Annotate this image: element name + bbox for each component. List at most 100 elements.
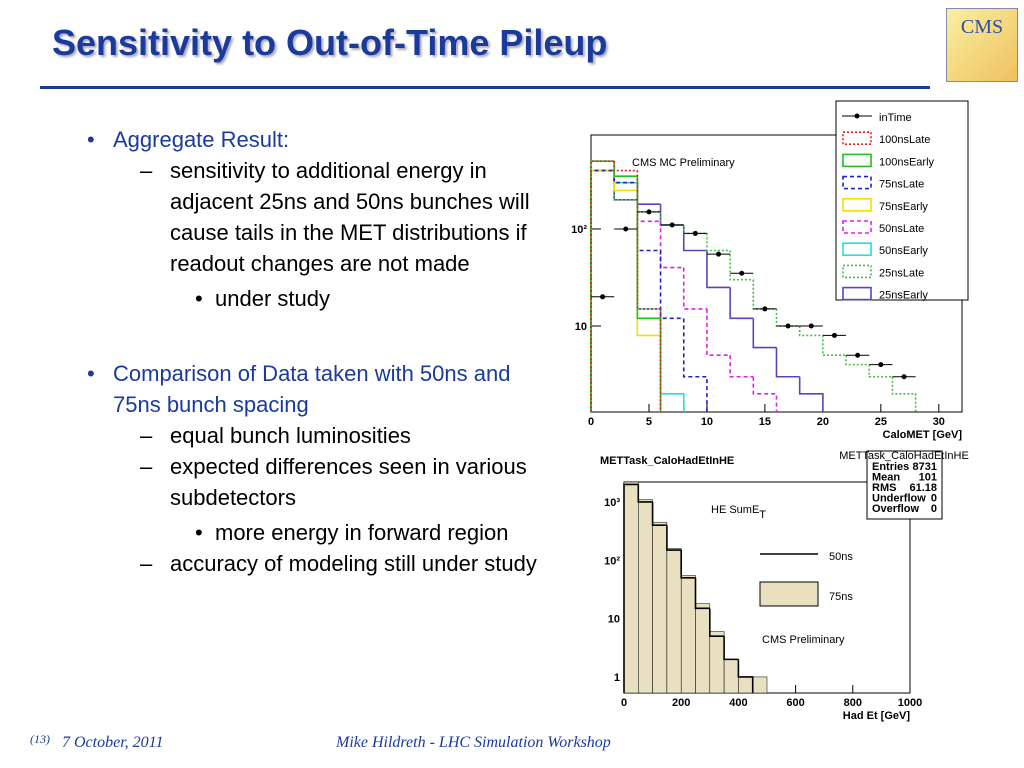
y-tick-label: 10 [608,614,620,626]
chart-title: METTask_CaloHadEtInHE [600,455,734,467]
bin [590,160,615,412]
x-tick-label: 0 [621,697,627,709]
legend-swatch [842,220,872,234]
stats-key: Mean [872,472,900,484]
x-tick-label: 15 [759,416,771,428]
title: Sensitivity to Out-of-Time Pileup [52,22,608,63]
bin [709,608,725,637]
legend-swatch [759,581,819,607]
y-tick-label: 1 [614,672,620,684]
bin [682,318,708,412]
legend-label: 50nsLate [879,223,924,235]
bullet: expected differences seen in various sub… [85,451,560,513]
bar [709,631,725,694]
bin [723,636,739,661]
y-tick-label: 10² [571,224,587,236]
stats-key: Underflow [872,493,926,505]
bar [652,521,668,694]
x-tick-label: 25 [875,416,887,428]
legend-label: 50nsEarly [879,245,928,257]
annotation: CMS MC Preliminary [632,157,735,169]
stats-key: Overflow [872,503,920,515]
legend-swatch [842,198,872,212]
x-tick-label: 400 [729,697,747,709]
legend-label: 100nsLate [879,134,930,146]
bullet: equal bunch luminosities [85,420,560,451]
x-tick-label: 10 [701,416,713,428]
bin [623,483,639,693]
bar [738,676,753,694]
legend-label: inTime [879,112,912,124]
bin [694,577,710,610]
legend-swatch [842,175,872,190]
x-tick-label: 30 [933,416,945,428]
bin [798,376,824,412]
logo: CMS [946,8,1018,82]
legend-label: 25nsLate [879,267,924,279]
legend-swatch [842,131,872,145]
bar [723,659,739,694]
legend-swatch [842,153,872,168]
legend-swatch [854,113,860,119]
stats-key: Entries [872,461,909,473]
bar [680,575,696,694]
bin [659,250,684,320]
page-number: (13) [30,732,50,746]
bullet: accuracy of modeling still under study [85,548,560,579]
y-tick-label: 10 [575,321,587,333]
bar [695,603,711,694]
bin [775,347,800,378]
legend-label: 75ns [829,591,853,603]
bin [706,233,731,252]
bin [729,250,754,281]
bar [752,676,768,694]
stats-value: 8731 [913,461,937,473]
stats-value: 0 [931,503,937,515]
legend-swatch [842,242,872,256]
x-tick-label: 20 [817,416,829,428]
legend-label: 50ns [829,551,853,563]
stats-box [866,450,943,520]
stats-value: 0 [931,493,937,505]
bin [666,525,682,551]
event: Mike Hildreth - LHC Simulation Workshop [336,734,611,751]
bin [729,287,754,320]
legend-label: 25nsEarly [879,290,928,302]
bar [666,548,682,694]
bin [659,221,684,269]
bin [868,364,893,378]
x-axis-label: Had Et [GeV] [843,710,911,722]
bin [613,161,638,172]
bin [651,501,667,526]
annotation-text: HE SumE [711,504,759,516]
stats-value: 61.18 [909,482,937,494]
annotation: HE SumET [711,504,766,521]
bin [891,376,917,412]
x-tick-label: 200 [672,697,690,709]
bin [636,170,662,412]
bin [737,659,754,693]
bullet: sensitivity to additional energy in adja… [85,155,560,279]
bin [798,326,823,337]
annotation-subscript: T [759,509,766,521]
bin [752,376,778,412]
x-tick-label: 600 [786,697,804,709]
legend-label: 100nsEarly [879,156,935,168]
legend-box [835,100,969,301]
title-rule [40,86,930,89]
bullet: Aggregate Result: [85,124,560,155]
y-tick-label: 10² [604,555,620,567]
stats-value: 101 [919,472,937,484]
bin [613,170,638,192]
bullet: Comparison of Data taken with 50ns and 7… [85,358,560,420]
x-tick-label: 5 [646,416,652,428]
bin [729,355,754,378]
bullet: more energy in forward region [85,517,560,548]
bin [682,267,707,310]
date: 7 October, 2011 [62,734,164,751]
bin [706,250,731,289]
legend-swatch [842,286,872,301]
bin [752,318,777,349]
